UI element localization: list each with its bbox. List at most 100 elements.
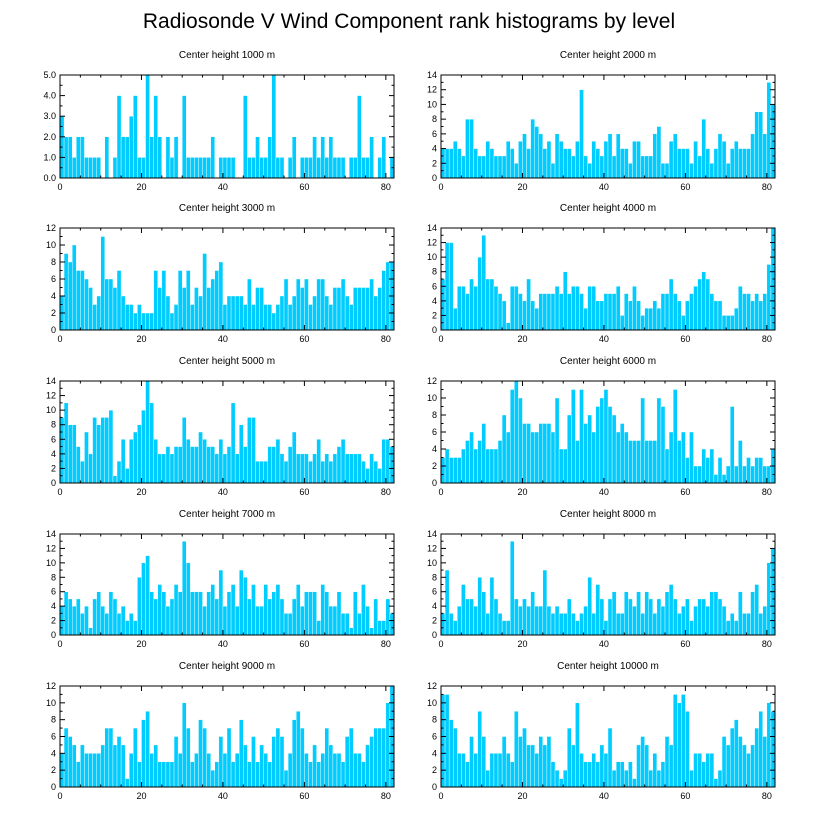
histogram-bar: [693, 753, 698, 788]
y-tick-label: 6: [51, 274, 56, 284]
histogram-bar: [173, 304, 179, 331]
histogram-bar: [526, 278, 531, 331]
histogram-bar: [701, 761, 706, 788]
histogram-bar: [620, 613, 625, 636]
histogram-bar: [349, 627, 354, 636]
histogram-bar: [291, 431, 297, 484]
histogram-bar: [746, 753, 751, 788]
histogram-bar: [72, 157, 77, 179]
histogram-bar: [530, 118, 535, 179]
histogram-bar: [169, 157, 175, 179]
histogram-bar: [599, 300, 605, 331]
histogram-bar: [186, 562, 191, 636]
histogram-bar: [202, 727, 207, 788]
y-tick-label: 8: [432, 715, 437, 725]
histogram-bar: [141, 719, 146, 788]
histogram-bar: [746, 457, 751, 484]
y-tick-label: 12: [427, 85, 437, 95]
histogram-bar: [296, 584, 301, 636]
histogram-bar: [76, 761, 81, 788]
histogram-bar: [461, 155, 466, 179]
histogram-bar: [461, 584, 466, 636]
histogram-bar: [161, 453, 167, 484]
histogram-bar: [186, 439, 191, 484]
histogram-bar: [320, 278, 325, 331]
panel-1: Center height 1000 m 0 20 40 60 80 0.0 1.0 2.0 3.…: [43, 50, 395, 192]
x-tick-label: 60: [680, 334, 690, 344]
histogram-bar: [226, 446, 232, 484]
histogram-bar: [369, 136, 374, 179]
histogram-bar: [357, 613, 362, 636]
histogram-bar: [296, 453, 301, 484]
histogram-bar: [116, 270, 122, 331]
histogram-bar: [206, 157, 211, 179]
histogram-bar: [652, 133, 658, 179]
histogram-bar: [469, 736, 474, 788]
histogram-bar: [444, 694, 450, 788]
histogram-bar: [571, 613, 576, 636]
histogram-bar: [291, 598, 297, 636]
histogram-bar: [493, 448, 499, 484]
histogram-bar: [461, 753, 466, 788]
panel-title: Center height 10000 m: [557, 661, 659, 672]
histogram-bar: [681, 431, 686, 484]
histogram-bar: [226, 157, 232, 179]
histogram-bar: [222, 157, 228, 179]
histogram-bar: [385, 598, 391, 636]
histogram-bar: [96, 295, 101, 331]
histogram-bar: [563, 271, 568, 331]
histogram-bar: [672, 694, 678, 788]
histogram-bar: [465, 440, 470, 484]
histogram-bar: [758, 300, 763, 331]
histogram-bar: [381, 727, 387, 788]
histogram-bar: [546, 736, 552, 788]
histogram-bar: [300, 453, 305, 484]
histogram-bar: [453, 620, 458, 636]
histogram-bar: [247, 598, 252, 636]
histogram-bar: [230, 402, 236, 484]
histogram-bar: [550, 431, 556, 484]
histogram-bar: [153, 270, 158, 331]
histogram-bar: [353, 157, 358, 179]
panel-title: Center height 7000 m: [179, 509, 275, 520]
histogram-bar: [137, 577, 142, 636]
histogram-bar: [373, 460, 378, 484]
histogram-bar: [644, 591, 649, 636]
histogram-bar: [453, 457, 458, 484]
histogram-bar: [84, 431, 89, 484]
y-tick-label: 14: [427, 223, 437, 233]
histogram-bar: [660, 293, 666, 331]
x-tick-label: 80: [381, 639, 391, 649]
histogram-bar: [575, 702, 580, 788]
histogram-bar: [263, 584, 268, 636]
histogram-bar: [230, 295, 236, 331]
histogram-bar: [725, 620, 731, 636]
histogram-bar: [725, 465, 731, 484]
histogram-bar: [177, 591, 183, 636]
histogram-bar: [275, 584, 281, 636]
y-tick-label: 8: [51, 715, 56, 725]
histogram-bar: [344, 453, 350, 484]
x-tick-label: 80: [762, 487, 772, 497]
y-tick-label: 14: [46, 529, 56, 539]
histogram-bar: [316, 278, 321, 331]
histogram-bar: [357, 753, 362, 788]
histogram-bar: [116, 460, 122, 484]
histogram-bar: [518, 736, 523, 788]
y-tick-label: 6: [51, 434, 56, 444]
y-tick-label: 0: [432, 782, 437, 792]
histogram-bar: [571, 155, 576, 179]
histogram-bar: [381, 270, 387, 331]
histogram-bar: [766, 465, 772, 484]
histogram-bar: [263, 157, 268, 179]
histogram-bar: [283, 613, 289, 636]
histogram-bar: [202, 605, 207, 636]
histogram-bar: [320, 460, 325, 484]
histogram-bar: [701, 598, 706, 636]
histogram-bar: [267, 136, 273, 179]
histogram-bar: [575, 620, 580, 636]
panel-2: Center height 2000 m 0 20 40 60 80 0 2 4 6 8 10 12 14: [427, 50, 776, 192]
histogram-bar: [453, 307, 458, 331]
histogram-bar: [336, 591, 342, 636]
x-tick-label: 0: [57, 182, 62, 192]
